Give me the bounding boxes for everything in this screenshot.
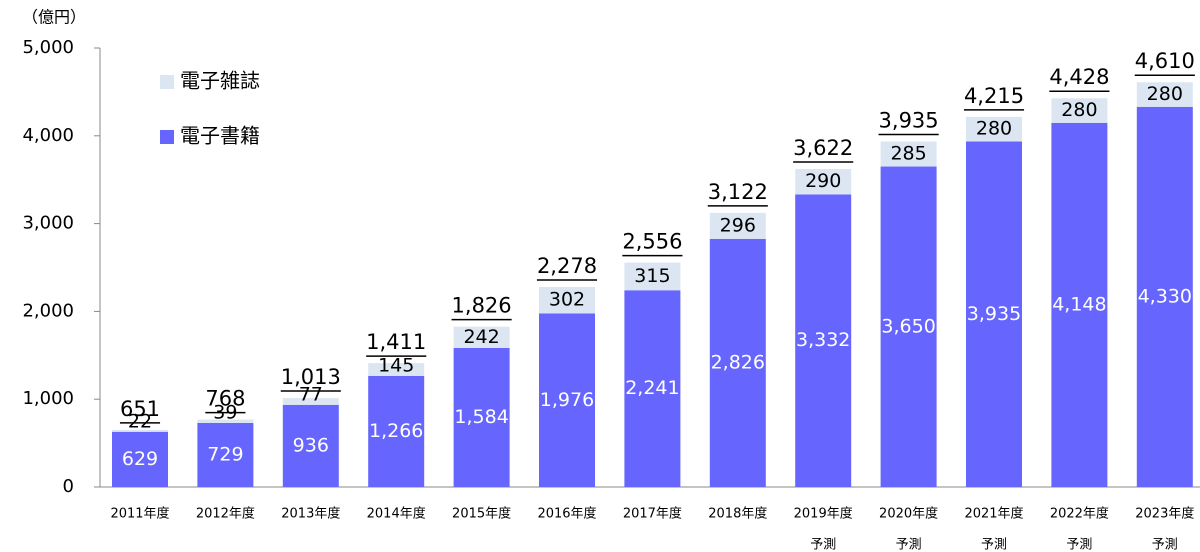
bar-segment	[453, 326, 510, 348]
x-tick-label: 2021年度	[964, 506, 1023, 522]
segment-label: 729	[207, 443, 243, 465]
bar-segment	[709, 212, 766, 239]
x-tick-note: 予測	[1152, 538, 1178, 552]
total-label: 1,826	[452, 294, 512, 318]
x-tick-label: 2018年度	[708, 506, 767, 522]
total-label: 768	[205, 387, 245, 411]
total-label: 3,122	[708, 180, 768, 204]
x-tick-label: 2016年度	[537, 506, 596, 522]
segment-label: 145	[378, 354, 414, 376]
bar-segment	[880, 141, 937, 167]
total-label: 4,428	[1049, 65, 1109, 89]
x-tick-label: 2013年度	[281, 506, 340, 522]
bar-segment	[197, 419, 254, 423]
bar-segment	[282, 404, 339, 487]
bar-segment	[197, 422, 254, 487]
segment-label: 2,241	[625, 377, 679, 399]
x-tick-note: 予測	[896, 538, 922, 552]
bar-segment	[966, 116, 1022, 142]
bar-segment	[1051, 98, 1108, 123]
segment-label: 1,976	[540, 389, 594, 411]
x-tick-note: 予測	[1066, 538, 1092, 552]
bar-segment	[624, 262, 681, 291]
bar-segment	[1136, 106, 1193, 488]
total-label: 2,556	[622, 230, 682, 254]
bar-segment	[1051, 122, 1108, 487]
x-tick-label: 2014年度	[367, 506, 426, 522]
total-label: 4,215	[964, 84, 1024, 108]
segment-label: 302	[549, 289, 585, 311]
segment-label: 315	[634, 265, 670, 287]
x-tick-label: 2019年度	[794, 506, 853, 522]
bar-segment	[709, 238, 766, 487]
segment-label: 3,935	[967, 303, 1021, 325]
segment-label: 3,650	[881, 315, 935, 337]
total-label: 651	[120, 397, 160, 421]
bar-segment	[795, 194, 852, 488]
x-tick-label: 2020年度	[879, 506, 938, 522]
legend-swatch	[160, 130, 174, 144]
bar-segment	[966, 141, 1022, 487]
segment-label: 280	[1147, 83, 1183, 105]
segment-label: 242	[463, 326, 499, 348]
bar-segment	[624, 290, 681, 487]
segment-label: 4,148	[1052, 293, 1106, 315]
y-tick-label: 1,000	[22, 388, 74, 409]
x-tick-label: 2022年度	[1050, 506, 1109, 522]
segment-label: 285	[890, 143, 926, 165]
bar-segment	[539, 313, 595, 487]
bar-segment	[539, 286, 595, 314]
y-tick-label: 4,000	[22, 125, 74, 146]
segment-label: 22	[128, 410, 152, 432]
bar-segment	[368, 363, 425, 376]
segment-label: 290	[805, 170, 841, 192]
x-tick-label: 2011年度	[110, 506, 169, 522]
segment-label: 280	[976, 118, 1012, 140]
y-tick-label: 0	[63, 476, 74, 497]
legend-swatch	[160, 75, 174, 89]
legend-label: 電子書籍	[180, 124, 260, 148]
segment-label: 1,584	[454, 406, 508, 428]
y-tick-label: 3,000	[22, 213, 74, 234]
segment-label: 4,330	[1138, 285, 1192, 307]
bar-segment	[1136, 82, 1193, 107]
total-label: 1,411	[366, 330, 426, 354]
y-tick-label: 5,000	[22, 37, 74, 58]
unit-label: （億円）	[22, 8, 86, 27]
total-label: 2,278	[537, 254, 597, 278]
segment-label: 77	[299, 383, 323, 405]
bar-segment	[368, 375, 425, 487]
segment-label: 3,332	[796, 329, 850, 351]
total-label: 1,013	[281, 365, 341, 389]
x-tick-label: 2012年度	[196, 506, 255, 522]
total-label: 4,610	[1135, 49, 1195, 73]
x-tick-note: 予測	[810, 538, 836, 552]
segment-label: 936	[293, 434, 329, 456]
segment-label: 629	[122, 448, 158, 470]
x-tick-label: 2023年度	[1135, 506, 1194, 522]
x-tick-label: 2017年度	[623, 506, 682, 522]
total-label: 3,622	[793, 136, 853, 160]
bar-segment	[112, 431, 168, 487]
y-tick-label: 2,000	[22, 300, 74, 321]
bar-segment	[880, 166, 937, 487]
total-label: 3,935	[879, 109, 939, 133]
bar-segment	[282, 398, 339, 405]
legend-label: 電子雑誌	[180, 69, 260, 93]
bar-segment	[795, 168, 852, 195]
segment-label: 2,826	[711, 351, 765, 373]
x-tick-note: 予測	[981, 538, 1007, 552]
x-tick-label: 2015年度	[452, 506, 511, 522]
segment-label: 296	[720, 214, 756, 236]
bar-segment	[453, 347, 510, 487]
segment-label: 1,266	[369, 420, 423, 442]
bar-segment	[112, 429, 168, 432]
segment-label: 280	[1061, 99, 1097, 121]
